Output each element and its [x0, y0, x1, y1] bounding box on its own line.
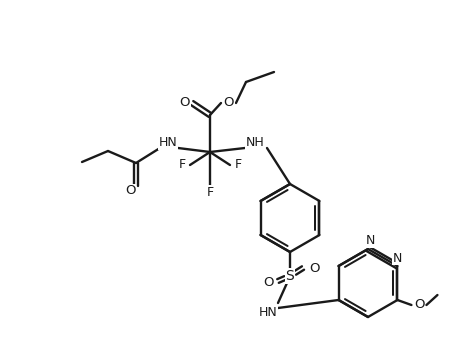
Text: F: F — [234, 159, 242, 172]
Text: F: F — [207, 186, 214, 198]
Text: S: S — [286, 269, 295, 283]
Text: N: N — [365, 235, 374, 248]
Text: HN: HN — [158, 136, 177, 149]
Text: O: O — [263, 277, 273, 290]
Text: O: O — [224, 97, 234, 109]
Text: O: O — [414, 298, 425, 311]
Text: NH: NH — [246, 136, 264, 149]
Text: O: O — [180, 97, 190, 109]
Text: N: N — [393, 252, 402, 265]
Text: F: F — [178, 159, 185, 172]
Text: HN: HN — [259, 306, 277, 318]
Text: O: O — [125, 184, 135, 197]
Text: O: O — [309, 262, 319, 275]
